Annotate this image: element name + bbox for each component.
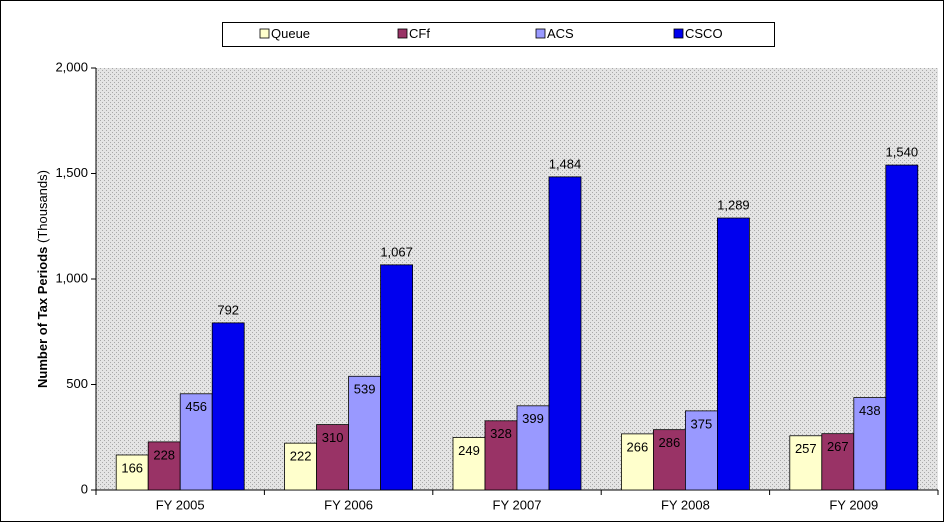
value-label: 438 (859, 403, 881, 418)
legend-swatch (259, 28, 270, 39)
value-label: 375 (691, 416, 713, 431)
bar (685, 410, 718, 491)
legend-label: CFf (409, 26, 430, 41)
y-label-main: Number of Tax Periods (35, 247, 50, 388)
y-tick-label: 500 (66, 376, 88, 391)
legend-label: CSCO (685, 26, 723, 41)
legend-swatch (673, 28, 684, 39)
value-label: 257 (795, 441, 817, 456)
bar (380, 264, 414, 491)
value-label: 310 (322, 430, 344, 445)
value-label: 267 (827, 439, 849, 454)
bar (653, 429, 686, 491)
bar (348, 375, 382, 491)
bar (789, 435, 823, 491)
y-axis-label: Number of Tax Periods (Thousands) (35, 170, 50, 388)
value-label: 328 (490, 426, 512, 441)
bar (211, 322, 245, 491)
value-label: 222 (290, 449, 312, 464)
bar (316, 424, 350, 491)
x-tick-label: FY 2006 (324, 497, 373, 512)
value-label: 1,289 (717, 197, 750, 212)
value-label: 399 (522, 411, 544, 426)
bar (821, 433, 855, 491)
value-label: 166 (121, 460, 143, 475)
value-label: 1,484 (549, 156, 582, 171)
x-tick-label: FY 2009 (829, 497, 878, 512)
y-tick-label: 1,000 (55, 270, 88, 285)
value-label: 249 (458, 443, 480, 458)
y-tick-label: 0 (81, 481, 88, 496)
value-label: 792 (217, 302, 239, 317)
value-label: 1,067 (380, 244, 413, 259)
bar (516, 405, 550, 491)
legend-swatch (535, 28, 546, 39)
y-tick-label: 2,000 (55, 59, 88, 74)
value-label: 228 (153, 447, 175, 462)
value-label: 266 (627, 439, 649, 454)
bar (885, 164, 919, 491)
x-tick-label: FY 2007 (493, 497, 542, 512)
legend-label: Queue (271, 26, 310, 41)
value-label: 286 (659, 435, 681, 450)
bar (548, 176, 582, 491)
y-tick-label: 1,500 (55, 165, 88, 180)
bar (717, 217, 750, 491)
bar (179, 393, 213, 491)
bar (452, 437, 486, 491)
bar (621, 433, 654, 491)
bar (115, 454, 149, 491)
bar (284, 442, 318, 491)
x-tick-label: FY 2008 (661, 497, 710, 512)
bar (853, 397, 887, 491)
value-label: 456 (185, 399, 207, 414)
x-tick-label: FY 2005 (156, 497, 205, 512)
value-label: 539 (354, 382, 376, 397)
y-label-unit: (Thousands) (35, 170, 50, 243)
legend-label: ACS (547, 26, 574, 41)
legend-swatch (397, 28, 408, 39)
bar (484, 420, 518, 491)
value-label: 1,540 (886, 144, 919, 159)
